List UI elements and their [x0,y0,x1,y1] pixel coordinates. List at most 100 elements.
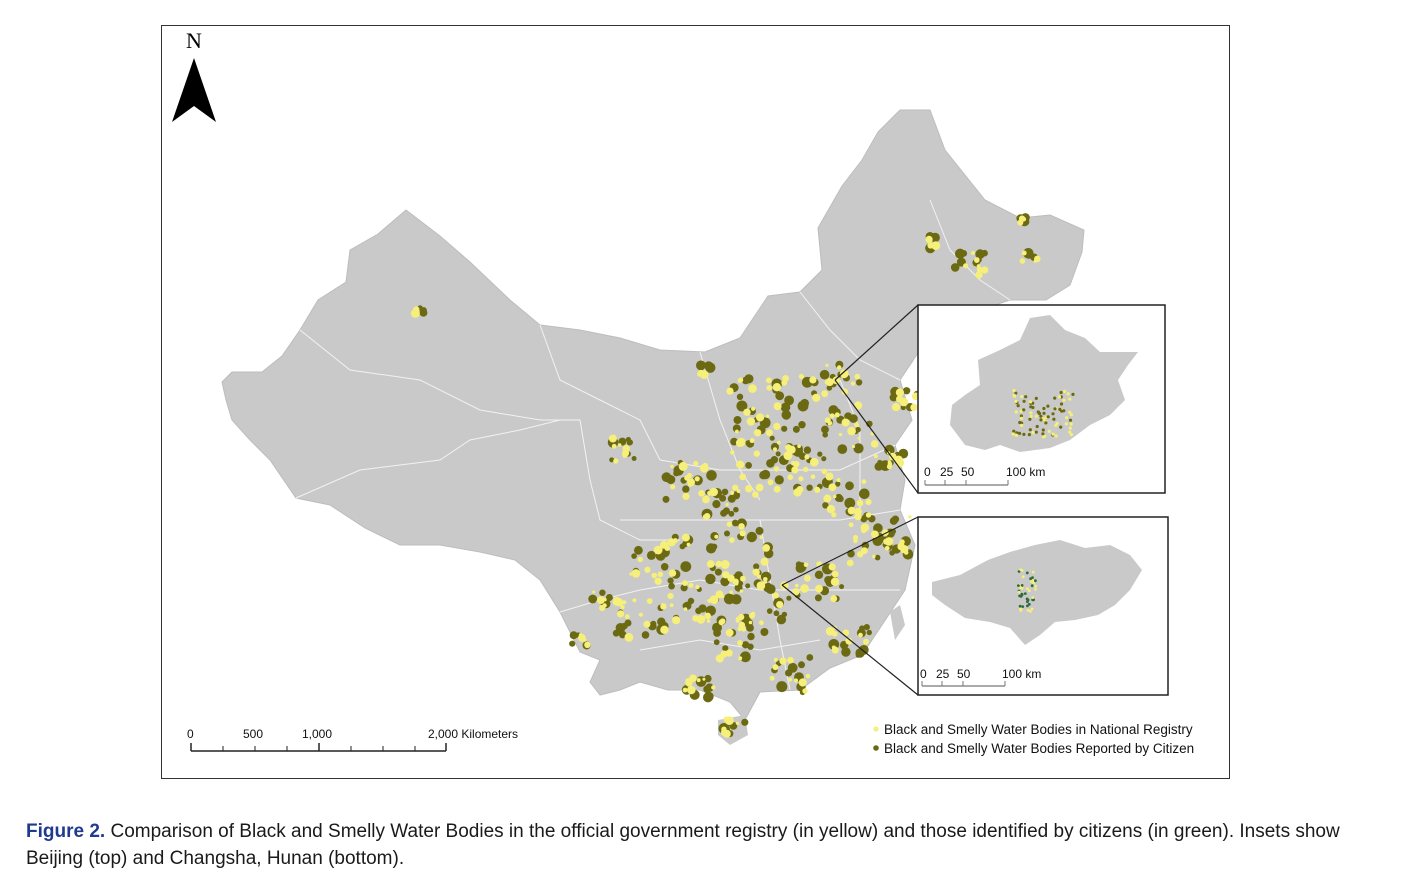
citizen-dot [866,629,872,636]
beijing-point [1019,409,1023,413]
registry-dot [854,401,863,410]
citizen-dot [650,620,657,627]
citizen-dot [861,541,870,550]
citizen-dot [759,471,768,480]
registry-dot [683,607,688,611]
beijing-point [1011,432,1015,436]
registry-dot [669,603,674,608]
registry-dot [622,449,630,457]
registry-dot [803,562,809,567]
registry-dot [804,574,811,582]
registry-dot [963,263,969,269]
beijing-point [1069,413,1073,417]
registry-dot [719,618,726,625]
registry-dot [971,251,975,255]
changsha-point [1025,587,1029,590]
citizen-dot [588,594,598,604]
beijing-point [1014,391,1018,395]
registry-dot [670,484,676,490]
changsha-point [1019,608,1023,611]
beijing-point [1018,431,1022,435]
citizen-dot [775,451,781,457]
citizen-dot [873,523,883,533]
registry-dot [664,545,671,551]
beijing-point [1047,429,1051,433]
registry-dot [597,596,605,604]
registry-dot [687,478,695,487]
registry-dot [865,512,872,518]
citizen-dot [821,425,829,434]
registry-dot [654,577,662,585]
citizen-dot [680,561,692,572]
citizen-dot [774,475,784,485]
registry-dot [759,620,764,626]
registry-dot [688,582,694,588]
registry-dot [826,504,836,514]
beijing-point [1057,395,1062,399]
registry-dot [672,538,678,544]
registry-dot [976,266,983,273]
citizen-dot [720,577,730,587]
citizen-dot [837,444,848,454]
changsha-point [1034,579,1037,583]
beijing-point [1055,421,1059,425]
registry-dot [925,235,933,243]
registry-dot [729,590,734,595]
beijing-point [1068,410,1072,414]
registry-dot [739,589,744,593]
registry-dot [723,716,729,722]
registry-dot [624,633,634,642]
registry-dot [748,620,753,625]
registry-dot [846,559,854,567]
registry-dot [726,521,733,527]
registry-dot [831,570,839,578]
beijing-point [1059,425,1063,429]
citizen-dot [817,451,823,457]
citizen-dot [722,645,729,652]
beijing-point [1069,422,1073,426]
citizen-dot [819,369,830,380]
registry-dot [825,363,829,367]
registry-dot [767,479,774,486]
registry-dot [694,476,700,482]
olive-dot-icon [873,745,879,751]
registry-dot [752,569,757,574]
citizen-dot [736,400,748,412]
registry-dot [841,418,850,427]
registry-dot [739,530,746,537]
citizen-dot [898,448,909,459]
registry-dot [800,584,809,593]
registry-dot [709,487,718,497]
inset-changsha-scale-50: 50 [957,667,971,681]
citizen-dot [744,374,754,384]
citizen-dot [785,669,793,677]
beijing-point [1012,393,1016,397]
citizen-dot [745,440,751,446]
beijing-point [1041,428,1045,432]
citizen-dot [849,414,858,423]
citizen-dot [960,250,968,257]
registry-dot [772,592,779,599]
registry-dot [686,472,693,479]
beijing-point [1016,404,1020,408]
beijing-point [1046,415,1050,419]
registry-dot [751,406,756,411]
citizen-dot [795,445,803,453]
citizen-dot [859,488,870,500]
registry-dot [692,615,699,622]
registry-dot [858,632,863,638]
registry-dot [703,513,711,520]
citizen-dot [631,553,637,559]
registry-dot [981,266,989,274]
changsha-point [1026,608,1030,612]
changsha-point [1019,586,1023,590]
registry-dot [638,612,644,617]
citizen-dot [695,607,702,615]
registry-dot [1021,250,1027,256]
citizen-dot [760,628,769,636]
beijing-point [1019,416,1024,420]
registry-dot [833,494,837,499]
changsha-point [1018,604,1022,608]
registry-dot [704,612,711,620]
beijing-point [1012,389,1016,393]
